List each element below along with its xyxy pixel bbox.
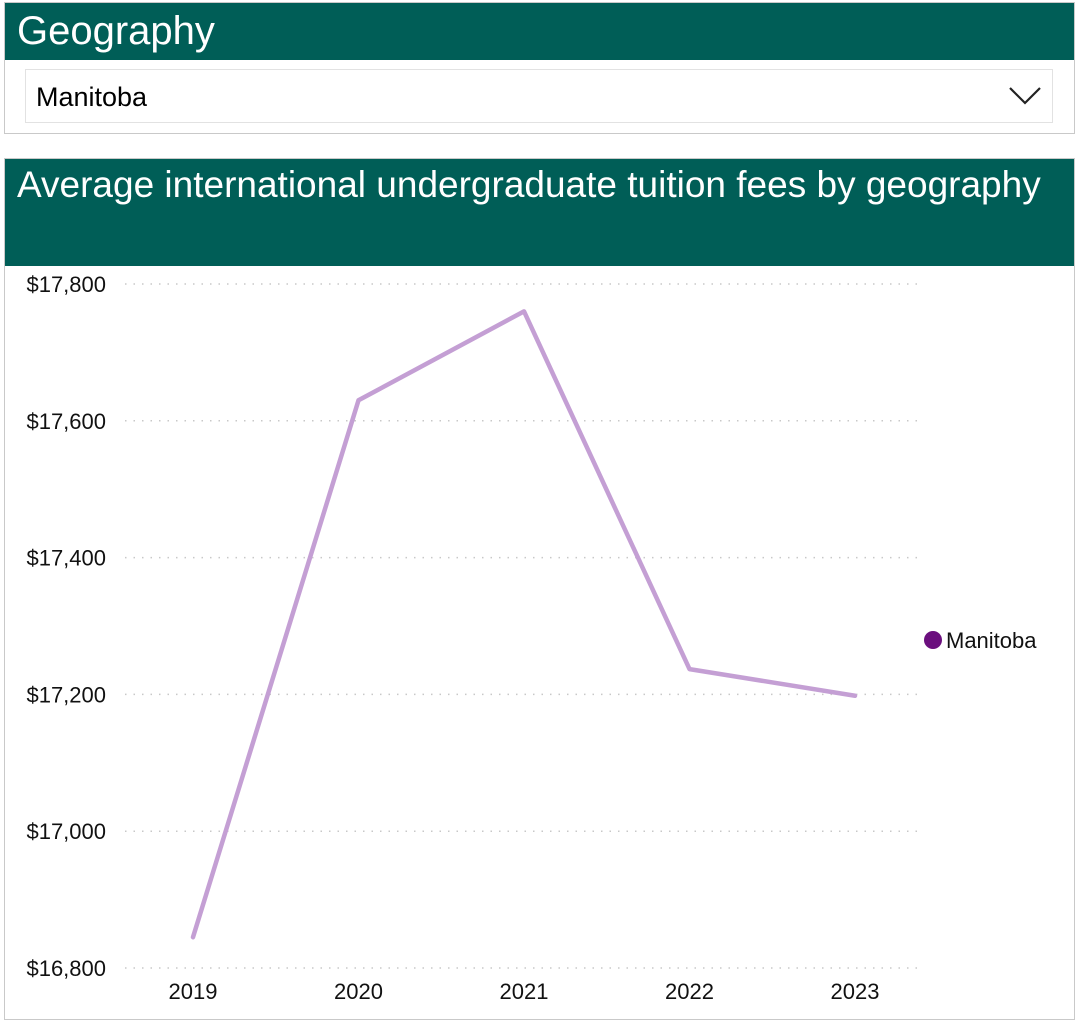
x-tick-label: 2023 [831,979,880,1004]
series-lines [187,305,861,943]
chart-title: Average international undergraduate tuit… [5,159,1074,266]
y-tick-label: $17,000 [26,819,106,844]
series-line-manitoba[interactable] [190,309,858,940]
geography-selected-value: Manitoba [36,82,148,112]
gridlines [125,283,920,969]
legend-label[interactable]: Manitoba [946,628,1037,653]
geography-dropdown[interactable]: Manitoba [25,69,1053,123]
data-point[interactable] [518,305,530,317]
y-tick-label: $17,400 [26,546,106,571]
x-tick-label: 2019 [169,979,218,1004]
y-tick-label: $17,200 [26,682,106,707]
x-axis-labels: 2019 2020 2021 2022 2023 [169,979,880,1004]
tuition-chart-panel: Average international undergraduate tuit… [4,158,1075,1020]
geography-slicer: Geography Manitoba [4,2,1075,134]
chevron-down-icon[interactable] [1008,84,1042,108]
x-tick-label: 2020 [334,979,383,1004]
x-tick-label: 2021 [500,979,549,1004]
data-point[interactable] [684,663,696,675]
data-point[interactable] [187,931,199,943]
y-tick-label: $17,600 [26,409,106,434]
data-point[interactable] [849,690,861,702]
legend[interactable]: Manitoba [924,628,1037,653]
geography-title: Geography [5,3,1074,60]
x-tick-label: 2022 [665,979,714,1004]
y-tick-label: $16,800 [26,956,106,981]
y-axis-labels: $16,800 $17,000 $17,200 $17,400 $17,600 $17,8… [26,272,106,981]
data-point[interactable] [353,394,365,406]
legend-marker [924,631,942,649]
y-tick-label: $17,800 [26,272,106,297]
